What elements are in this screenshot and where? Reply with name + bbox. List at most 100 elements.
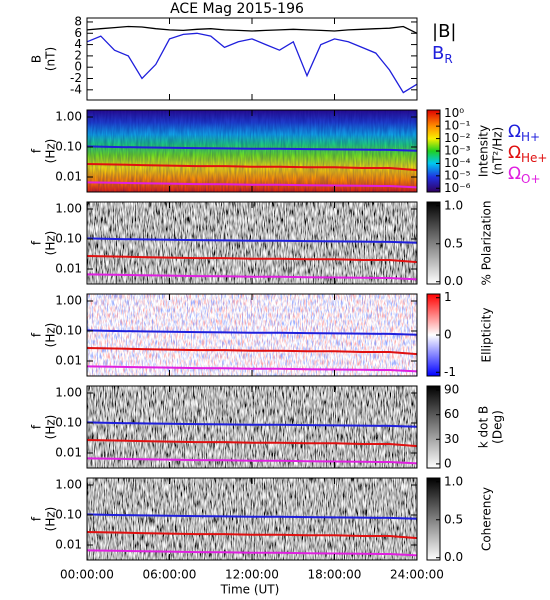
frequency-line [86, 365, 418, 373]
colorbar-tick-label: 0.5 [444, 512, 463, 526]
legend-subscript: O+ [521, 172, 541, 186]
colorbar-label: (nT²/Hz) [491, 127, 505, 175]
frequency-line [86, 439, 418, 448]
legend-entry: ΩHe+ [508, 143, 547, 165]
frequency-line [86, 549, 418, 557]
x-axis-label: Time (UT) [220, 583, 280, 597]
colorbar-tick-label: 10⁻³ [444, 144, 471, 158]
data-line [86, 25, 418, 34]
colorbar-tick-label: 60 [444, 407, 459, 421]
y-axis-label: f [30, 332, 44, 337]
y-tick-label: 0.10 [55, 507, 82, 521]
y-tick-label: 1.00 [55, 385, 82, 399]
colorbar-tick-label: 30 [444, 432, 459, 446]
colorbar [426, 201, 441, 285]
colorbar-tick-label: 90 [444, 383, 459, 397]
frequency-line [86, 237, 418, 244]
frequency-line [86, 531, 418, 540]
colorbar-tick-label: 10⁻⁵ [444, 168, 471, 182]
colorbar-tick-label: 1 [444, 290, 452, 304]
legend-subscript: H+ [521, 130, 540, 144]
y-tick-label: 2 [74, 48, 82, 62]
spectrogram [87, 386, 417, 468]
y-tick-label: 0 [74, 60, 82, 74]
y-tick-label: -4 [70, 82, 82, 96]
legend-name: Ω [508, 164, 521, 184]
y-tick-label: 1.00 [55, 293, 82, 307]
colorbar-label: (Deg) [491, 410, 505, 444]
y-axis-label: f [30, 148, 44, 153]
y-tick-label: 0.01 [55, 537, 82, 551]
frequency-line [86, 329, 418, 336]
colorbar-tick-label: 10⁻⁶ [444, 181, 471, 195]
colorbar-label: % Polarization [480, 201, 494, 286]
colorbar-label: k dot B [477, 406, 491, 448]
y-axis-label: f [30, 240, 44, 245]
colorbar-tick-label: 10⁻¹ [444, 119, 471, 133]
y-axis-label: f [30, 516, 44, 521]
colorbar-tick-label: -1 [444, 365, 456, 379]
spectrogram-blue [87, 294, 417, 376]
x-tick-label: 12:00:00 [225, 568, 279, 582]
y-axis-label: (Hz) [44, 415, 58, 440]
colorbar-tick-label: 0 [444, 456, 452, 470]
y-axis-label: (nT) [44, 47, 58, 71]
colorbar-tick-label: 1.0 [444, 474, 463, 488]
data-line [86, 32, 418, 94]
legend-entry: ΩO+ [508, 164, 541, 186]
y-axis-label: f [30, 424, 44, 429]
frequency-line [86, 421, 418, 428]
y-tick-label: 4 [74, 37, 82, 51]
plot-frame [86, 17, 418, 101]
frequency-line [86, 181, 418, 189]
y-tick-label: 0.10 [55, 415, 82, 429]
y-tick-label: 1.00 [55, 477, 82, 491]
legend-name: Ω [508, 122, 521, 142]
y-tick-label: 0.01 [55, 169, 82, 183]
colorbar-tick-label: 0.5 [444, 236, 463, 250]
frequency-line [86, 163, 418, 172]
colorbar-tick-label: 0.0 [444, 550, 463, 564]
legend-entry: BR [432, 43, 453, 66]
spectrogram [87, 478, 417, 560]
colorbar-tick-label: 10⁻² [444, 131, 471, 145]
colorbar-tick-label: 10⁻⁴ [444, 156, 471, 170]
colorbar-label: Intensity [477, 125, 491, 177]
spectrogram-texture [87, 110, 417, 192]
colorbar-tick-label: 0.0 [444, 274, 463, 288]
spectrogram [87, 202, 417, 284]
y-tick-label: 0.10 [55, 231, 82, 245]
colorbar-label: Coherency [480, 487, 494, 551]
legend-subscript: He+ [521, 151, 547, 165]
y-tick-label: 1.00 [55, 109, 82, 123]
y-axis-label: (Hz) [44, 231, 58, 256]
colorbar-tick-label: 10⁰ [444, 106, 464, 120]
y-axis-label: (Hz) [44, 323, 58, 348]
y-axis-label: (Hz) [44, 139, 58, 164]
x-tick-label: 00:00:00 [60, 568, 114, 582]
frequency-line [86, 145, 418, 152]
colorbar-label: Ellipticity [480, 308, 494, 363]
colorbar [426, 385, 441, 469]
legend-subscript: R [444, 52, 452, 66]
frequency-line [86, 513, 418, 520]
frequency-line [86, 457, 418, 465]
legend-name: Ω [508, 143, 521, 163]
y-tick-label: 0.10 [55, 323, 82, 337]
colorbar-tick-label: 1.0 [444, 198, 463, 212]
y-tick-label: 8 [74, 14, 82, 28]
y-tick-label: -2 [70, 71, 82, 85]
y-tick-label: 0.01 [55, 445, 82, 459]
frequency-line [86, 273, 418, 281]
legend-entry: |B| [432, 21, 456, 42]
legend-entry: ΩH+ [508, 122, 540, 144]
frequency-line [86, 255, 418, 264]
x-tick-label: 24:00:00 [390, 568, 444, 582]
y-axis-label: B [30, 55, 44, 63]
colorbar [426, 477, 441, 561]
chart-title: ACE Mag 2015-196 [170, 1, 304, 17]
y-axis-label: (Hz) [44, 507, 58, 532]
frequency-line [86, 347, 418, 356]
